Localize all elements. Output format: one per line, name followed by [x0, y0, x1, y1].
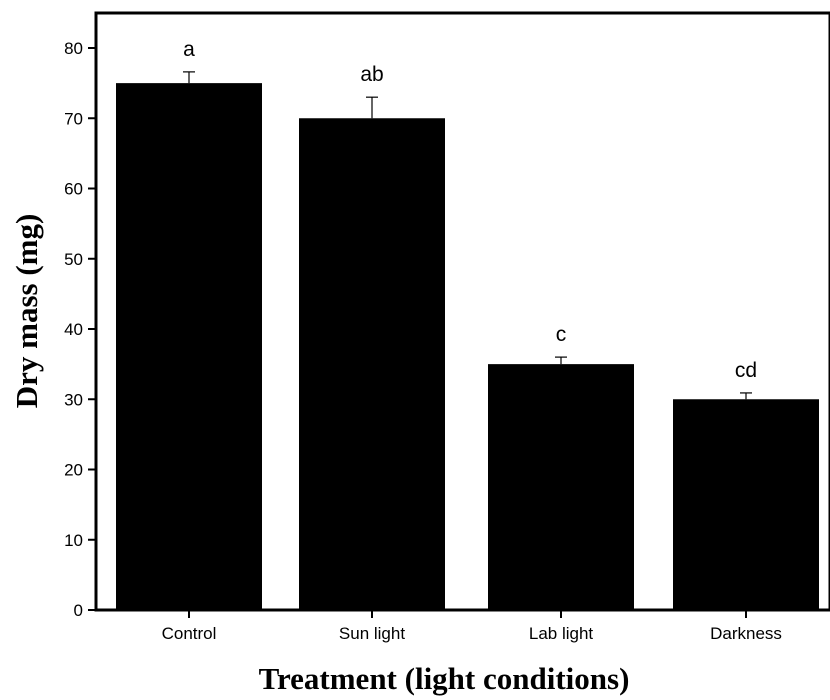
significance-label: cd [735, 359, 757, 382]
bars [116, 83, 819, 610]
bar [299, 118, 445, 610]
y-axis-title: Dry mass (mg) [9, 214, 44, 409]
y-tick-label: 0 [74, 601, 83, 620]
y-tick-label: 10 [64, 531, 83, 550]
y-tick-label: 50 [64, 250, 83, 269]
x-axis-title: Treatment (light conditions) [259, 661, 630, 696]
x-tick-label: Sun light [339, 624, 405, 643]
y-axis: 0 10 20 30 40 50 60 70 80 [64, 39, 96, 620]
error-bars [183, 71, 752, 400]
significance-label: ab [360, 63, 383, 86]
significance-label: c [556, 323, 567, 346]
x-tick-label: Darkness [710, 624, 782, 643]
bar [673, 399, 819, 610]
y-tick-label: 30 [64, 390, 83, 409]
significance-labels: a ab c cd [183, 38, 757, 382]
bar [116, 83, 262, 610]
y-tick-label: 20 [64, 461, 83, 480]
y-tick-label: 80 [64, 39, 83, 58]
y-tick-label: 40 [64, 320, 83, 339]
y-tick-label: 60 [64, 180, 83, 199]
bar [488, 364, 634, 610]
x-tick-label: Control [162, 624, 217, 643]
y-tick-label: 70 [64, 109, 83, 128]
x-tick-label: Lab light [529, 624, 594, 643]
significance-label: a [183, 38, 195, 61]
x-axis: Control Sun light Lab light Darkness [162, 610, 782, 643]
plot-frame [94, 11, 830, 612]
